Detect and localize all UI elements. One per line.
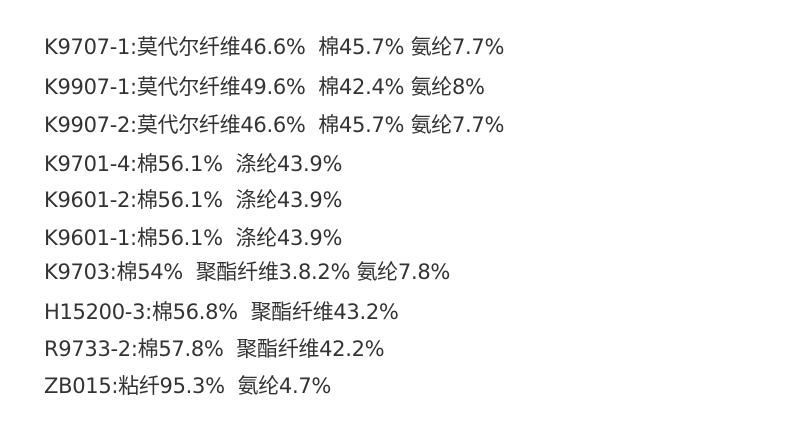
composition-line: K9701-4:棉56.1% 涤纶43.9%: [44, 152, 343, 176]
composition-line: K9907-1:莫代尔纤维49.6% 棉42.4% 氨纶8%: [44, 75, 485, 99]
composition-line: K9601-1:棉56.1% 涤纶43.9%: [44, 226, 343, 250]
composition-line: R9733-2:棉57.8% 聚酯纤维42.2%: [44, 337, 385, 361]
composition-line: K9601-2:棉56.1% 涤纶43.9%: [44, 188, 343, 212]
composition-line: ZB015:粘纤95.3% 氨纶4.7%: [44, 374, 332, 398]
composition-line: K9707-1:莫代尔纤维46.6% 棉45.7% 氨纶7.7%: [44, 35, 505, 59]
composition-line: K9703:棉54% 聚酯纤维3.8.2% 氨纶7.8%: [44, 260, 451, 284]
composition-line: H15200-3:棉56.8% 聚酯纤维43.2%: [44, 300, 399, 324]
composition-line: K9907-2:莫代尔纤维46.6% 棉45.7% 氨纶7.7%: [44, 113, 505, 137]
